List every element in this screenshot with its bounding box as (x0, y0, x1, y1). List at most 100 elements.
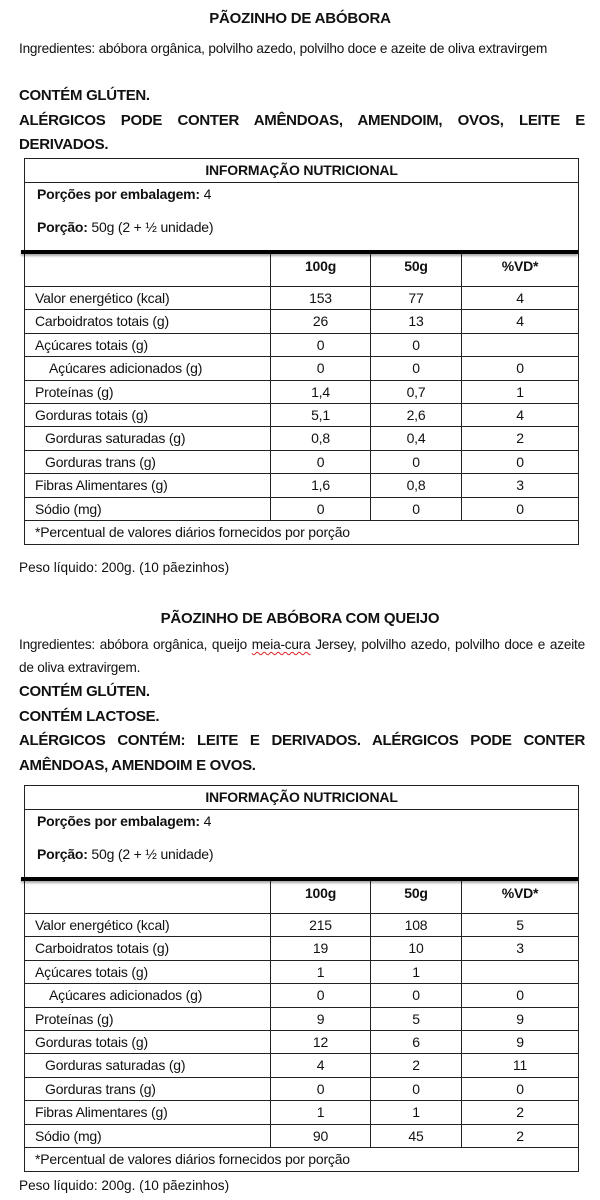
table-row: Gorduras trans (g) 0 0 0 (25, 449, 578, 474)
nutrient-name: Valor energético (kcal) (25, 287, 271, 310)
portion-value: 50g (2 + ½ unidade) (87, 219, 214, 235)
table-row: Açúcares totais (g) 0 0 (25, 332, 578, 357)
nutrition-table-title: INFORMAÇÃO NUTRICIONAL (25, 786, 578, 810)
nutrient-value: 10 (371, 937, 462, 960)
nutrient-value: 1 (371, 960, 462, 984)
table-row: Açúcares adicionados (g) 0 0 0 (25, 983, 578, 1007)
ingredients: Ingredientes: abóbora orgânica, queijo m… (19, 633, 585, 679)
nutrient-value: 2 (516, 1104, 524, 1121)
nutrient-value: 5,1 (271, 403, 371, 427)
table-header-row: 100g 50g %VD* (25, 254, 578, 286)
nutrient-value: 2 (371, 1054, 462, 1077)
table-row: Açúcares adicionados (g) 0 0 0 (25, 356, 578, 380)
net-weight: Peso líquido: 200g. (10 pãezinhos) (19, 1178, 230, 1193)
nutrient-value: 1 (271, 1101, 371, 1124)
allergen-warning: ALÉRGICOS CONTÉM: LEITE E DERIVADOS. ALÉ… (19, 732, 585, 774)
servings-value: 4 (199, 813, 212, 829)
column-header: 50g (371, 881, 462, 913)
allergen-warning: CONTÉM GLÚTEN. (19, 87, 150, 104)
portion-label: Porção: (37, 219, 88, 235)
nutrient-value: 3 (516, 940, 524, 957)
nutrition-table: INFORMAÇÃO NUTRICIONAL Porções por embal… (21, 158, 579, 545)
nutrient-value: 5 (516, 917, 524, 933)
column-header (25, 254, 271, 286)
nutrient-value: 0 (371, 984, 462, 1007)
thick-divider (21, 877, 578, 881)
column-header: 100g (271, 881, 371, 913)
nutrient-value: 2 (516, 1127, 524, 1144)
nutrient-name: Açúcares adicionados (g) (25, 984, 271, 1007)
nutrient-value: 1,4 (271, 380, 371, 403)
table-row: Valor energético (kcal) 153 77 4 (25, 286, 578, 310)
nutrient-name: Gorduras totais (g) (25, 403, 271, 427)
table-header-row: 100g 50g %VD* (25, 881, 578, 913)
nutrient-value: 13 (371, 310, 462, 333)
servings-label: Porções por embalagem: (37, 813, 200, 829)
table-row: Carboidratos totais (g) 19 10 3 (25, 936, 578, 960)
servings-value: 4 (199, 186, 212, 202)
table-row: Açúcares totais (g) 1 1 (25, 959, 578, 984)
ingredients-text-end: Jersey, polvilho azedo, polvilho doce e … (19, 637, 585, 675)
nutrient-name: Valor energético (kcal) (25, 914, 271, 937)
nutrient-value: 4 (516, 406, 524, 423)
portion-size: Porção: 50g (2 + ½ unidade) (37, 846, 214, 862)
nutrient-value: 77 (371, 287, 462, 310)
nutrient-name: Gorduras saturadas (g) (25, 1054, 271, 1077)
table-row: Gorduras totais (g) 5,1 2,6 4 (25, 402, 578, 427)
nutrient-value: 11 (512, 1057, 528, 1074)
table-footnote: *Percentual de valores diários fornecido… (25, 519, 578, 544)
nutrient-name: Gorduras trans (g) (25, 1077, 271, 1101)
product-title: PÃOZINHO DE ABÓBORA COM QUEIJO (160, 610, 440, 627)
ingredients-text: Ingredientes: abóbora orgânica, polvilho… (19, 41, 548, 56)
column-header: 100g (271, 254, 371, 286)
ingredients-text: Ingredientes: abóbora orgânica, queijo (19, 637, 252, 652)
nutrient-name: Sódio (mg) (25, 497, 271, 520)
nutrient-name: Carboidratos totais (g) (25, 937, 271, 960)
allergen-warning: CONTÉM GLÚTEN. (19, 683, 150, 700)
table-footnote: *Percentual de valores diários fornecido… (25, 1146, 578, 1171)
table-row: Fibras Alimentares (g) 1,6 0,8 3 (25, 473, 578, 497)
thick-divider (21, 250, 578, 254)
nutrient-value: 9 (271, 1007, 371, 1030)
nutrient-name: Sódio (mg) (25, 1124, 271, 1147)
portion-label: Porção: (37, 846, 88, 862)
column-header: %VD* (501, 258, 539, 274)
nutrient-value: 4 (516, 290, 524, 306)
product-title: PÃOZINHO DE ABÓBORA (209, 10, 391, 27)
ingredients: Ingredientes: abóbora orgânica, polvilho… (19, 37, 585, 60)
net-weight: Peso líquido: 200g. (10 pãezinhos) (19, 560, 230, 575)
nutrient-value: 0 (371, 450, 462, 474)
nutrient-value: 9 (516, 1033, 524, 1050)
nutrient-value: 6 (371, 1030, 462, 1054)
nutrient-name: Açúcares totais (g) (25, 333, 271, 357)
nutrient-value: 153 (271, 287, 371, 310)
nutrient-value: 19 (271, 937, 371, 960)
nutrient-value: 0 (271, 333, 371, 357)
nutrient-name: Gorduras trans (g) (25, 450, 271, 474)
nutrient-value: 0 (371, 497, 462, 520)
nutrient-value: 90 (271, 1124, 371, 1147)
nutrient-value: 3 (516, 477, 524, 494)
nutrient-value: 9 (516, 1010, 524, 1027)
nutrient-value: 0 (271, 1077, 371, 1101)
table-row: Gorduras saturadas (g) 4 2 11 (25, 1053, 578, 1077)
servings-per-package: Porções por embalagem: 4 (37, 186, 211, 202)
nutrient-value: 45 (371, 1124, 462, 1147)
nutrient-value: 0 (516, 1080, 524, 1097)
nutrient-value: 4 (516, 313, 524, 330)
nutrient-value: 4 (271, 1054, 371, 1077)
nutrient-value: 215 (271, 914, 371, 937)
nutrient-value: 1 (371, 1101, 462, 1124)
portion-value: 50g (2 + ½ unidade) (87, 846, 214, 862)
servings-label: Porções por embalagem: (37, 186, 200, 202)
table-row: Sódio (mg) 90 45 2 (25, 1123, 578, 1147)
nutrient-value: 0,4 (371, 427, 462, 450)
nutrient-value: 1 (271, 960, 371, 984)
nutrition-table: INFORMAÇÃO NUTRICIONAL Porções por embal… (21, 785, 579, 1172)
column-header: 50g (371, 254, 462, 286)
nutrient-value: 108 (371, 914, 462, 937)
nutrient-value: 0,8 (271, 427, 371, 450)
nutrient-value: 12 (271, 1030, 371, 1054)
table-row: Sódio (mg) 0 0 0 (25, 496, 578, 520)
table-row: Gorduras trans (g) 0 0 0 (25, 1076, 578, 1101)
